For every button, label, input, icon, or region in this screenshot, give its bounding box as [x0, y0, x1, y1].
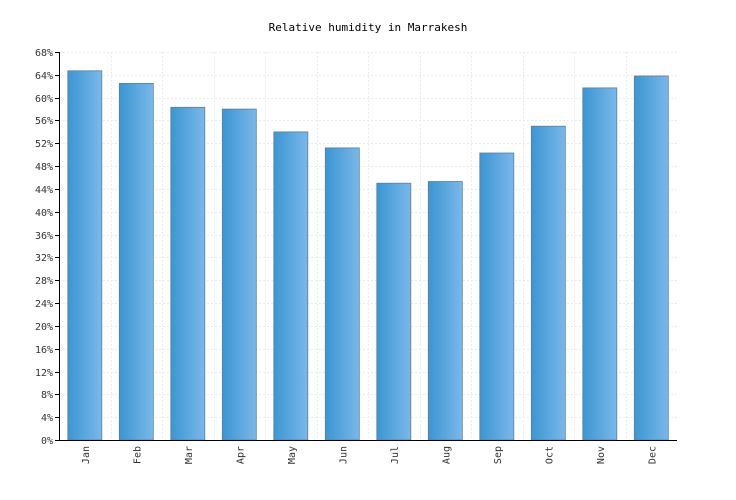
x-tick-label: May	[287, 446, 298, 464]
y-tick-label: 64%	[35, 71, 53, 82]
y-tick-label: 20%	[35, 322, 53, 333]
y-tick-label: 60%	[35, 94, 53, 105]
x-tick-label: Aug	[441, 446, 452, 464]
x-tick-label: Dec	[647, 446, 658, 464]
y-tick-label: 56%	[35, 116, 53, 127]
x-tick-label: Oct	[544, 446, 555, 464]
x-tick-label: Jul	[390, 446, 401, 464]
y-tick-label: 52%	[35, 139, 53, 150]
bars	[67, 70, 669, 441]
y-tick-label: 4%	[41, 413, 53, 424]
x-tick-label: Feb	[132, 446, 143, 464]
y-tick-label: 28%	[35, 276, 53, 287]
x-tick-label: Mar	[184, 446, 195, 464]
x-tick-label: Jan	[81, 446, 92, 464]
bar-jul	[376, 182, 412, 441]
bar-oct	[530, 125, 566, 441]
x-tick-label: Nov	[596, 446, 607, 464]
axes	[59, 52, 677, 441]
x-tick-label: Jun	[338, 446, 349, 464]
y-tick-label: 40%	[35, 208, 53, 219]
y-axis-ticks: 0% 4% 8% 12% 16% 20% 24% 28% 32% 36% 40% 44% 48% 52% 5…	[35, 48, 59, 447]
y-tick-label: 8%	[41, 390, 53, 401]
chart-title: Relative humidity in Marrakesh	[269, 21, 468, 34]
bar-nov	[582, 87, 618, 441]
y-tick-label: 36%	[35, 231, 53, 242]
bar-aug	[427, 181, 463, 441]
bar-dec	[633, 75, 669, 441]
y-tick-label: 0%	[41, 436, 53, 447]
bar-mar	[170, 106, 206, 441]
y-tick-label: 16%	[35, 345, 53, 356]
x-axis-ticks: Jan Feb Mar Apr May Jun Jul Aug Sep Oct Nov Dec	[81, 446, 658, 464]
bar-may	[273, 131, 309, 441]
y-tick-label: 48%	[35, 162, 53, 173]
bar-apr	[221, 108, 257, 441]
x-tick-label: Apr	[235, 446, 246, 464]
bar-feb	[118, 83, 154, 441]
y-tick-label: 68%	[35, 48, 53, 59]
bar-jan	[67, 70, 103, 441]
y-tick-label: 24%	[35, 299, 53, 310]
x-tick-label: Sep	[493, 446, 504, 464]
grid-lines	[59, 52, 677, 440]
bar-jun	[324, 147, 360, 441]
y-tick-label: 44%	[35, 185, 53, 196]
bar-sep	[479, 152, 515, 441]
y-tick-label: 12%	[35, 368, 53, 379]
y-tick-label: 32%	[35, 253, 53, 264]
